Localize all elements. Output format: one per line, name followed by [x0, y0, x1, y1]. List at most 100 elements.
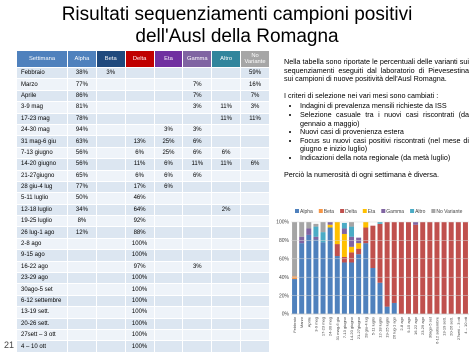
bar-segment: [313, 223, 319, 227]
table-cell: [95, 283, 126, 296]
table-cell: [67, 306, 97, 319]
table-row: Marzo 77% 7% 16%: [16, 78, 270, 91]
table-row: 24-30 mag 94% 3% 3%: [16, 123, 270, 137]
bar-segment: [341, 256, 347, 263]
bar-segment: [341, 233, 347, 257]
bar-segment: [377, 222, 383, 224]
table-cell: 100%: [124, 340, 155, 353]
table-cell: [95, 260, 126, 274]
bullet: Focus su nuovi casi positivi riscontrati…: [300, 136, 469, 154]
table-cell: [95, 203, 126, 217]
bar-segment: [349, 262, 355, 314]
table-cell: 30ago-5 set: [16, 283, 68, 296]
table-cell: [211, 317, 242, 331]
table-cell: [182, 328, 213, 342]
x-tick-label: 30ago-5 set: [427, 316, 432, 338]
x-tick-label: Aprile: [306, 316, 311, 327]
x-tick-label: Febbraio: [292, 316, 297, 333]
x-tick-label: 17-23 mag: [321, 317, 326, 336]
bullet: Nuovi casi di provenienza estera: [300, 128, 469, 137]
bar-segment: [299, 236, 305, 244]
bar-segment: [349, 222, 355, 227]
table-row: 3-9 mag 81% 3% 11% 3%: [16, 101, 270, 114]
table-cell: [67, 340, 97, 353]
table-cell: 77%: [67, 180, 97, 194]
bar-segment: [391, 302, 397, 314]
table-row: 7-13 giugno 56% 6% 25% 6% 6%: [16, 146, 270, 160]
table-cell: 2%: [211, 203, 242, 217]
table-cell: Marzo: [16, 78, 68, 91]
table-cell: 13%: [124, 135, 155, 148]
table-row: 30ago-5 set 100%: [16, 283, 270, 296]
table-row: 27sett – 3 ott 100%: [16, 328, 270, 342]
table-cell: 20-26 sett.: [16, 317, 68, 331]
table-cell: 11%: [182, 158, 213, 171]
legend-label: Alpha: [300, 209, 313, 215]
bar-segment: [306, 228, 312, 235]
table-cell: [153, 66, 184, 80]
bar-segment: [306, 234, 312, 314]
table-header: Delta: [124, 50, 155, 68]
table-cell: 16-22 ago: [16, 260, 68, 274]
table-row: Aprile 86% 7% 7%: [16, 89, 270, 103]
x-tick-label: 6-12 settembre: [434, 316, 439, 344]
table-cell: [211, 169, 242, 182]
table-cell: 6%: [182, 135, 213, 148]
legend-label: Altro: [415, 209, 426, 215]
table-row: 21-27giugno 65% 6% 6% 6%: [16, 169, 270, 182]
table-cell: [182, 112, 213, 125]
table-header: Eta: [153, 50, 184, 68]
x-tick-label: 4 – 10 ott: [463, 316, 468, 334]
table-cell: 25%: [153, 135, 184, 148]
table-cell: [211, 328, 242, 342]
table-cell: 12%: [67, 226, 97, 239]
bar-segment: [320, 222, 326, 233]
table-cell: 59%: [240, 66, 270, 80]
x-tick-label: 7-13 giugno: [342, 316, 347, 338]
table-cell: 12-18 luglio: [16, 203, 68, 217]
x-tick-label: 19-25 luglio: [385, 316, 390, 337]
table-cell: [95, 180, 126, 194]
bar-segment: [292, 279, 298, 314]
bar-segment: [405, 222, 411, 314]
table-cell: 27sett – 3 ott: [16, 328, 68, 342]
table-cell: 31 mag-6 giu: [16, 135, 68, 148]
table-cell: 3%: [182, 260, 213, 274]
table-cell: 2-8 ago: [16, 237, 68, 251]
table-cell: [95, 237, 126, 251]
table-cell: [67, 283, 97, 296]
y-tick-label: 100%: [276, 220, 289, 226]
table-cell: [240, 123, 270, 137]
bar-segment: [356, 248, 362, 255]
table-cell: [211, 272, 242, 285]
table-cell: 7%: [240, 89, 270, 103]
table-cell: [95, 328, 126, 342]
table-cell: 3-9 mag: [16, 101, 68, 114]
x-tick-label: 12-18 luglio: [378, 316, 383, 337]
table-cell: 100%: [124, 283, 155, 296]
y-tick-label: 20%: [279, 293, 290, 299]
x-tick-label: 2-8 ago: [399, 316, 404, 330]
table-cell: [240, 260, 270, 274]
table-cell: [153, 294, 184, 308]
table-cell: 3%: [182, 123, 213, 137]
table-cell: 4 – 10 ott: [16, 340, 68, 353]
table-cell: [211, 237, 242, 251]
table-cell: 24-30 mag: [16, 123, 68, 137]
table-header: Beta: [95, 50, 126, 68]
bar-segment: [299, 222, 305, 237]
table-cell: [124, 66, 155, 80]
table-cell: 9-15 ago: [16, 249, 68, 262]
table-cell: [211, 340, 242, 353]
x-tick-label: 27sett – 3 ott: [456, 316, 461, 340]
table-cell: 5-11 luglio: [16, 192, 68, 205]
table-cell: [153, 306, 184, 319]
bar-segment: [313, 239, 319, 314]
table-cell: [240, 135, 270, 148]
bar-segment: [356, 243, 362, 249]
table-cell: 100%: [124, 306, 155, 319]
bar-segment: [377, 282, 383, 314]
bar-segment: [384, 306, 390, 314]
x-tick-label: 3-9 mag: [313, 317, 318, 332]
table-cell: [95, 317, 126, 331]
